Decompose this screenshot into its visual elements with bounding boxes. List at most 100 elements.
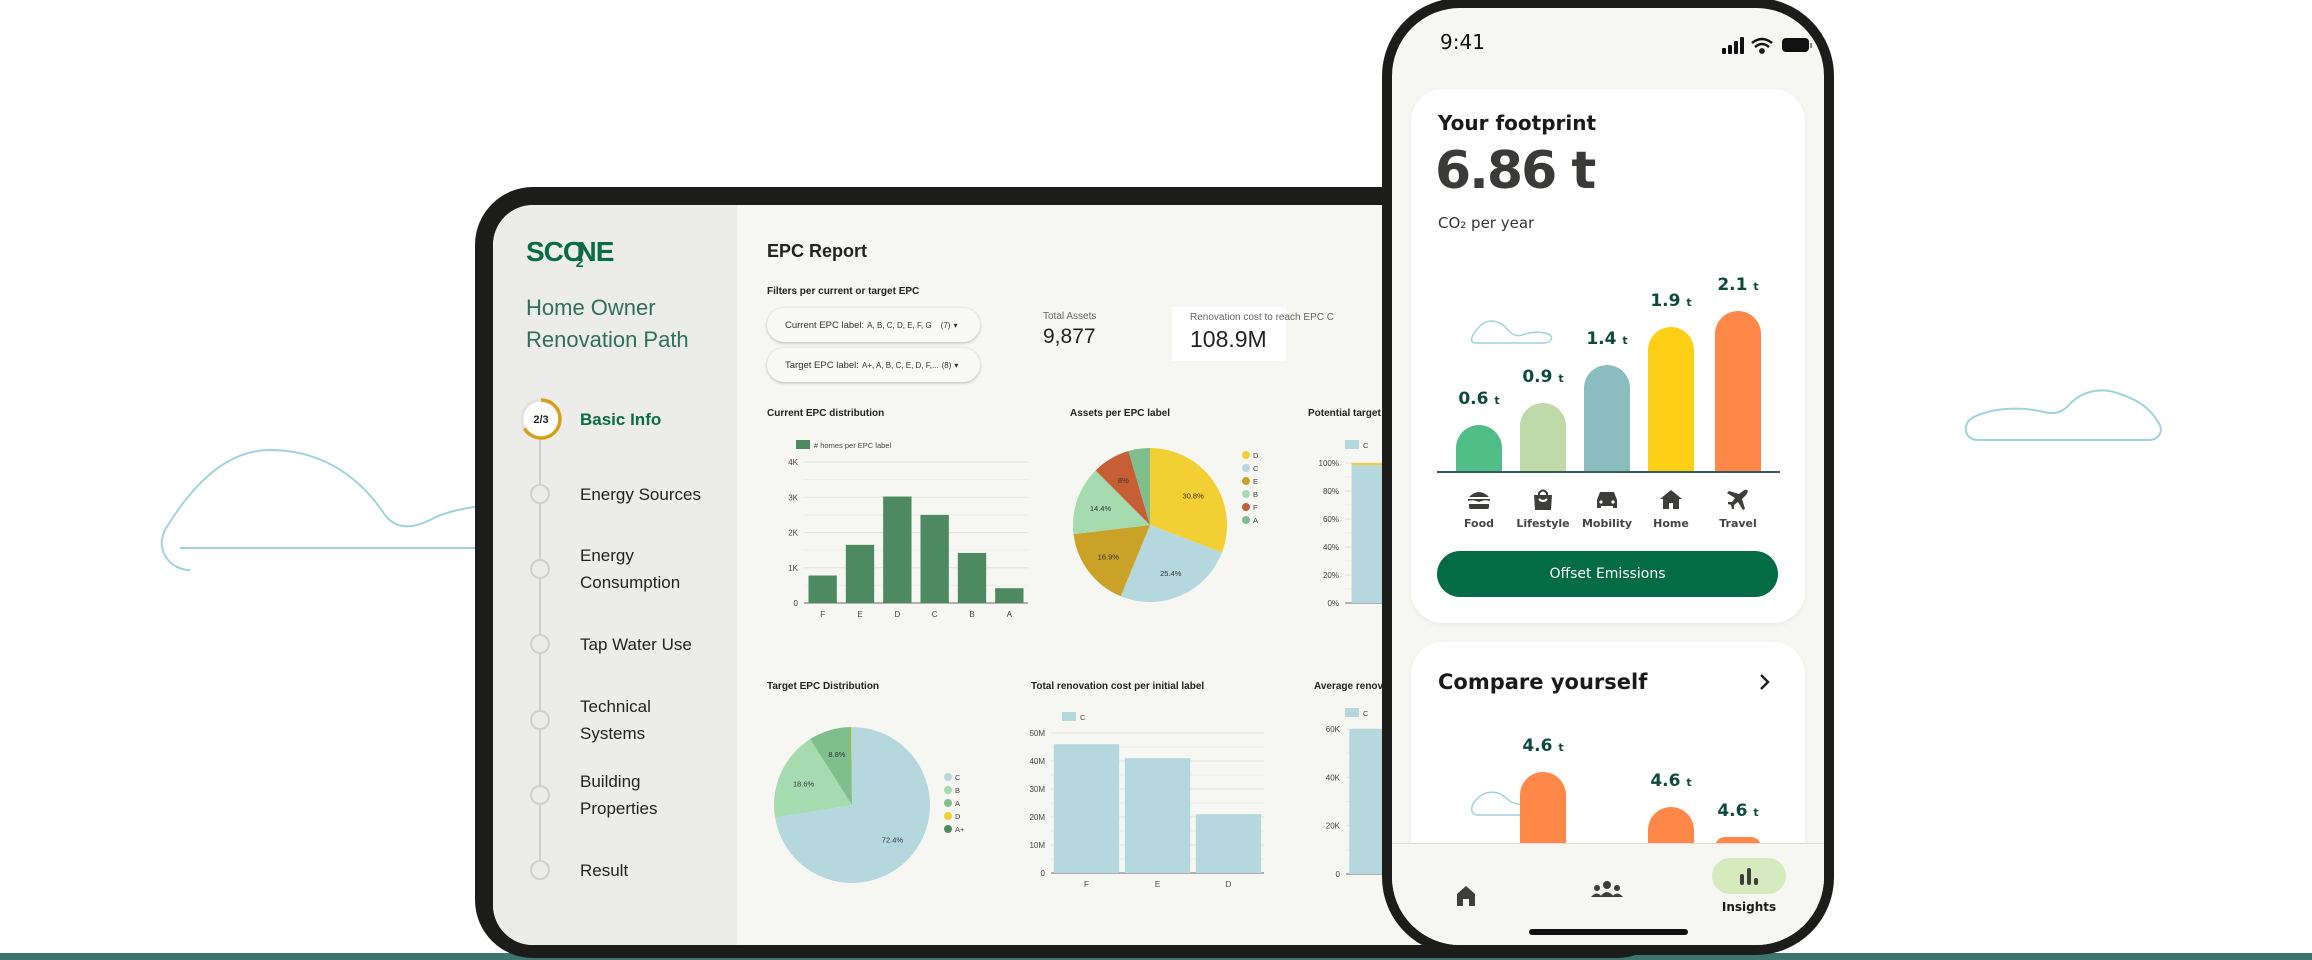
y-tick-label: 1K bbox=[788, 564, 798, 573]
footprint-bar-value: 0.6 t bbox=[1439, 389, 1519, 409]
cloud-decoration bbox=[1470, 320, 1553, 344]
x-tick-label: C bbox=[932, 610, 938, 619]
dropdown-arrow-icon: ▾ bbox=[954, 360, 959, 370]
unit: t bbox=[1686, 776, 1692, 789]
progress-text: 2/3 bbox=[533, 414, 548, 426]
legend-dot bbox=[944, 773, 952, 781]
compare-title: Compare yourself bbox=[1438, 670, 1648, 694]
chevron-right-icon[interactable] bbox=[1757, 672, 1773, 692]
renovation-cost-bar-chart: 0 10M 20M 30M 40M 50M C F E D bbox=[1029, 712, 1264, 889]
x-tick-label: F bbox=[1084, 880, 1089, 889]
step-tap-water-use[interactable]: Tap Water Use bbox=[580, 635, 692, 654]
footprint-bar-travel[interactable] bbox=[1715, 311, 1761, 471]
dropdown-arrow-icon: ▾ bbox=[953, 320, 958, 330]
footprint-unit-label: CO₂ per year bbox=[1438, 214, 1535, 232]
insights-icon bbox=[1740, 868, 1758, 885]
y-tick-label: 80% bbox=[1323, 487, 1339, 496]
cloud-decoration-left bbox=[160, 448, 491, 571]
legend-label: C bbox=[1253, 464, 1259, 473]
chart-title: Average renova bbox=[1314, 681, 1389, 692]
category-label: Lifestyle bbox=[1516, 517, 1570, 530]
y-tick-label: 40K bbox=[1326, 773, 1341, 782]
legend-label: C bbox=[1080, 713, 1086, 722]
footprint-title: Your footprint bbox=[1438, 111, 1597, 135]
chart-title: Potential target bbox=[1308, 408, 1381, 419]
step-technical-systems[interactable]: Technical Systems bbox=[580, 697, 651, 743]
step-indicator bbox=[530, 785, 550, 805]
legend-dot bbox=[1242, 516, 1250, 524]
bar-F-C bbox=[1053, 744, 1120, 873]
legend-label: B bbox=[955, 786, 960, 795]
chart-title: Total renovation cost per initial label bbox=[1031, 681, 1205, 692]
bottom-nav: Insights bbox=[1392, 843, 1824, 945]
value: 4.6 bbox=[1717, 801, 1748, 821]
nav-community-button[interactable] bbox=[1591, 880, 1623, 900]
slice-label: 16.9% bbox=[1098, 553, 1120, 562]
value: 1.4 bbox=[1586, 328, 1617, 349]
category-label: Home bbox=[1653, 517, 1689, 530]
legend-dot bbox=[1242, 464, 1250, 472]
target-epc-filter[interactable]: Target EPC label: A+, A, B, C, E, D, F,.… bbox=[767, 348, 980, 382]
unit: t bbox=[1558, 371, 1564, 385]
x-tick-label: F bbox=[820, 610, 825, 619]
legend-label: A bbox=[955, 799, 960, 808]
y-tick-label: 40% bbox=[1323, 543, 1339, 552]
offset-emissions-button[interactable]: Offset Emissions bbox=[1437, 551, 1778, 597]
x-tick-label: D bbox=[894, 610, 900, 619]
legend-dot bbox=[1242, 490, 1250, 498]
pie-slice-A bbox=[1128, 448, 1150, 525]
compare-bar bbox=[1520, 772, 1566, 847]
step-result[interactable]: Result bbox=[580, 861, 629, 880]
step-indicator bbox=[530, 484, 550, 504]
x-tick-label: E bbox=[857, 610, 862, 619]
filter-value: A, B, C, D, E, F, G bbox=[867, 320, 932, 330]
compare-bar-value: 4.6 t bbox=[1698, 801, 1778, 821]
y-tick-label: 30M bbox=[1029, 785, 1045, 794]
y-tick-label: 4K bbox=[788, 458, 798, 467]
pie-slice-B bbox=[774, 739, 852, 818]
legend-swatch bbox=[1062, 712, 1076, 721]
filters-label: Filters per current or target EPC bbox=[767, 286, 920, 297]
renovation-cost-box bbox=[1172, 307, 1286, 361]
bar-A-# homes per EPC label bbox=[995, 588, 1024, 603]
bar-C-# homes per EPC label bbox=[920, 514, 949, 603]
step-energy-consumption[interactable]: Energy Consumption bbox=[580, 546, 681, 592]
footprint-bar-lifestyle[interactable] bbox=[1520, 402, 1566, 471]
nav-insights-button[interactable] bbox=[1712, 858, 1786, 894]
renovation-cost-value: 108.9M bbox=[1190, 326, 1267, 352]
app-subtitle: Home Owner Renovation Path bbox=[526, 295, 689, 352]
slice-label: 18.6% bbox=[793, 779, 815, 788]
footprint-bar-mobility[interactable] bbox=[1584, 364, 1630, 471]
target-epc-pie-chart: 72.4% C 18.6% B 8.8% AD A+ bbox=[774, 727, 965, 883]
pie-slice-C bbox=[1120, 525, 1222, 602]
step-basic-info[interactable]: Basic Info bbox=[580, 410, 662, 429]
step-indicator bbox=[530, 860, 550, 880]
value: 1.9 bbox=[1650, 290, 1681, 311]
legend-dot bbox=[944, 799, 952, 807]
unit: t bbox=[1686, 295, 1692, 309]
y-tick-label: 20M bbox=[1029, 813, 1045, 822]
legend-dot bbox=[1242, 503, 1250, 511]
step-energy-sources[interactable]: Energy Sources bbox=[580, 485, 701, 504]
assets-pie-chart: 30.8% D 25.4% C 16.9% E 14.4% B 8% FA bbox=[1073, 448, 1259, 602]
pie-slice-D bbox=[851, 727, 852, 805]
legend-label: C bbox=[1363, 709, 1369, 718]
nav-home-button[interactable] bbox=[1454, 884, 1478, 908]
slice-label: 8.8% bbox=[828, 750, 845, 759]
y-tick-label: 2K bbox=[788, 529, 798, 538]
footprint-card: Your footprint 6.86 t CO₂ per year 0.6 t… bbox=[1411, 89, 1805, 623]
legend-label: A+ bbox=[955, 825, 965, 834]
current-epc-filter[interactable]: Current EPC label: A, B, C, D, E, F, G (… bbox=[767, 308, 980, 342]
burger-icon bbox=[1468, 492, 1490, 509]
step-indicator bbox=[530, 710, 550, 730]
value: 4.6 bbox=[1650, 771, 1681, 791]
footprint-bar-home[interactable] bbox=[1648, 326, 1694, 471]
legend-swatch bbox=[1345, 708, 1359, 717]
footprint-total: 6.86 t bbox=[1435, 141, 1596, 201]
page-title: EPC Report bbox=[767, 241, 868, 261]
total-assets-value: 9,877 bbox=[1043, 325, 1096, 348]
step-building-properties[interactable]: Building Properties bbox=[580, 772, 658, 818]
footprint-bar-food[interactable] bbox=[1456, 425, 1502, 471]
cloud-decoration-right bbox=[1964, 389, 2162, 441]
filter-value: A+, A, B, C, E, D, F,... bbox=[861, 360, 939, 370]
